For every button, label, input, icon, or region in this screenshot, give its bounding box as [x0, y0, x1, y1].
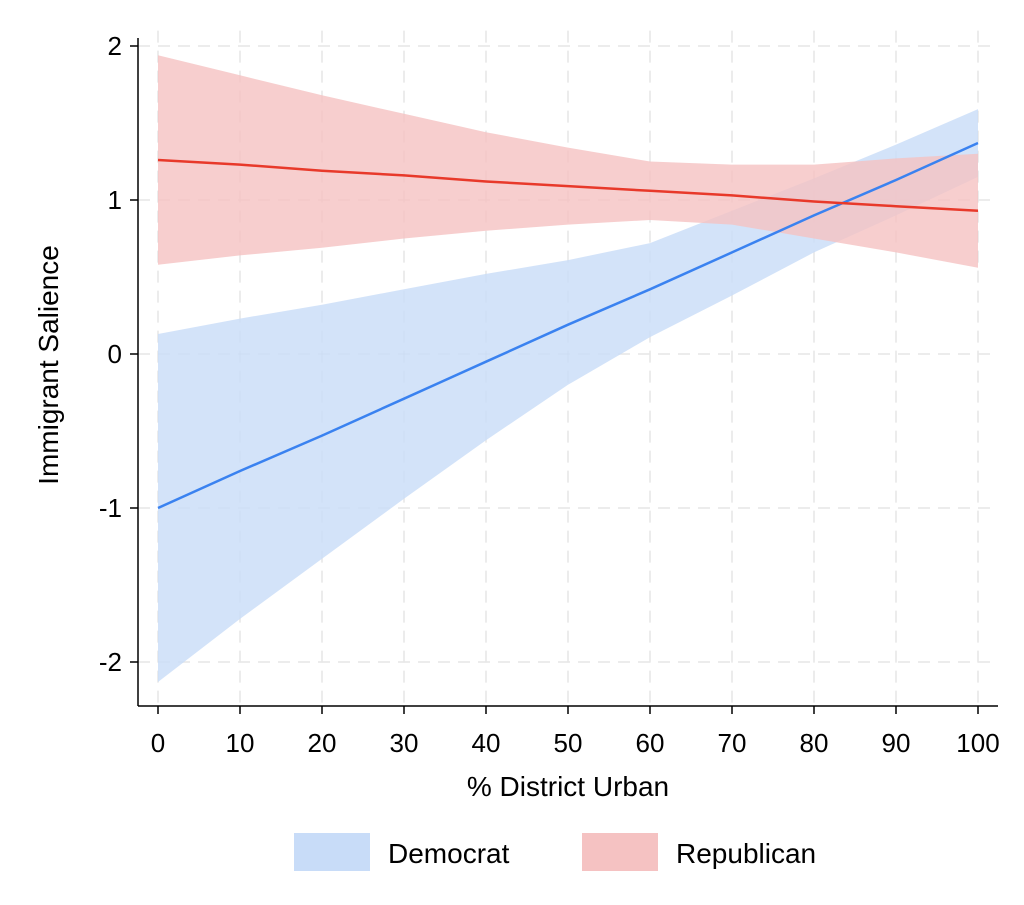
- x-axis-title: % District Urban: [467, 771, 669, 802]
- x-tick-label: 60: [636, 728, 665, 758]
- fitted-lines: [157, 141, 979, 510]
- x-tick-label: 100: [956, 728, 999, 758]
- y-tick-label: -1: [99, 493, 122, 523]
- x-tick-label: 30: [390, 728, 419, 758]
- y-tick-label: -2: [99, 647, 122, 677]
- x-tick-label: 40: [472, 728, 501, 758]
- legend-label-republican: Republican: [676, 838, 816, 869]
- x-tick-label: 50: [554, 728, 583, 758]
- y-axis-title: Immigrant Salience: [33, 245, 64, 485]
- x-tick-label: 10: [226, 728, 255, 758]
- y-tick-label: 1: [108, 185, 122, 215]
- x-tick-label: 20: [308, 728, 337, 758]
- confidence-bands: [158, 55, 978, 683]
- legend-swatch-republican: [582, 833, 658, 871]
- y-tick-label: 2: [108, 31, 122, 61]
- x-tick-label: 90: [882, 728, 911, 758]
- x-tick-label: 0: [151, 728, 165, 758]
- legend-label-democrat: Democrat: [388, 838, 510, 869]
- republican-fit-line: [157, 158, 979, 213]
- y-tick-label: 0: [108, 339, 122, 369]
- legend-swatch-democrat: [294, 833, 370, 871]
- x-tick-label: 80: [800, 728, 829, 758]
- x-tick-label: 70: [718, 728, 747, 758]
- legend: Democrat Republican: [294, 833, 816, 871]
- democrat-confidence-band: [158, 109, 978, 683]
- republican-confidence-band: [158, 55, 978, 268]
